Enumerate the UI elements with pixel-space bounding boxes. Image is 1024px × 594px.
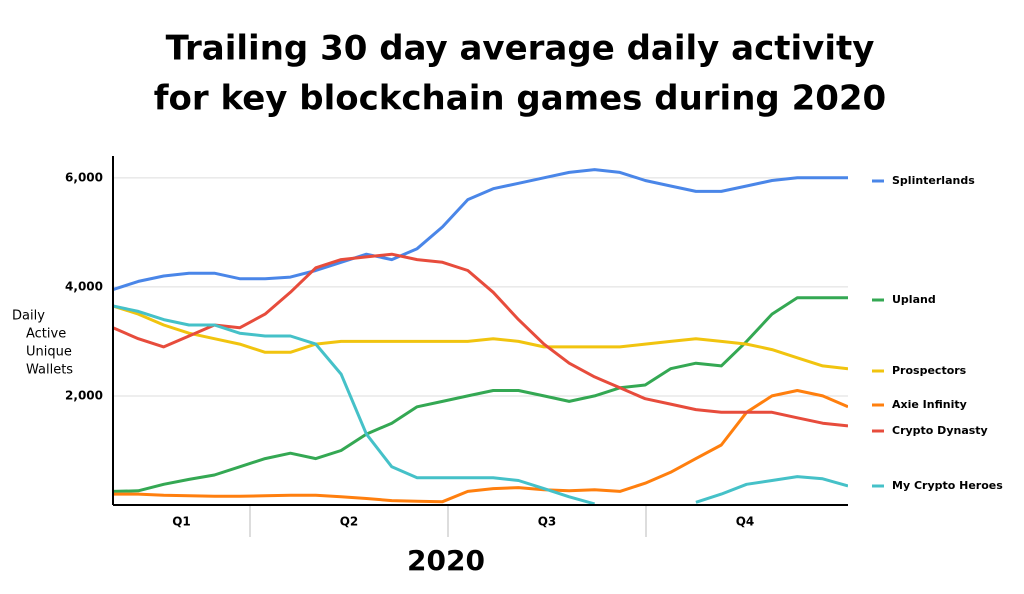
series-line xyxy=(113,252,848,428)
y-axis-label: Wallets xyxy=(26,363,73,378)
legend-label: Upland xyxy=(892,293,936,306)
legend-label: Crypto Dynasty xyxy=(892,424,988,437)
y-tick-label: 2,000 xyxy=(65,388,103,402)
y-tick-label: 6,000 xyxy=(65,170,103,184)
y-axis-label: Unique xyxy=(26,345,72,360)
series-line xyxy=(113,389,848,504)
x-axis-label: 2020 xyxy=(407,544,485,577)
legend-label: Axie Infinity xyxy=(892,398,967,411)
y-tick-label: 4,000 xyxy=(65,279,103,293)
legend-label: My Crypto Heroes xyxy=(892,479,1003,492)
legend-label: Prospectors xyxy=(892,364,967,377)
x-tick-label: Q4 xyxy=(736,515,755,529)
x-tick-label: Q1 xyxy=(172,515,191,529)
chart-title: for key blockchain games during 2020 xyxy=(154,79,886,119)
y-axis-label: Daily xyxy=(12,309,45,324)
chart-title: Trailing 30 day average daily activity xyxy=(166,29,875,69)
series-line xyxy=(113,304,848,505)
x-tick-label: Q3 xyxy=(538,515,557,529)
y-axis-label: Active xyxy=(26,327,66,342)
series-line xyxy=(113,168,848,292)
series-line xyxy=(113,304,848,371)
series-line xyxy=(113,296,848,493)
x-tick-label: Q2 xyxy=(340,515,359,529)
legend-label: Splinterlands xyxy=(892,174,975,187)
